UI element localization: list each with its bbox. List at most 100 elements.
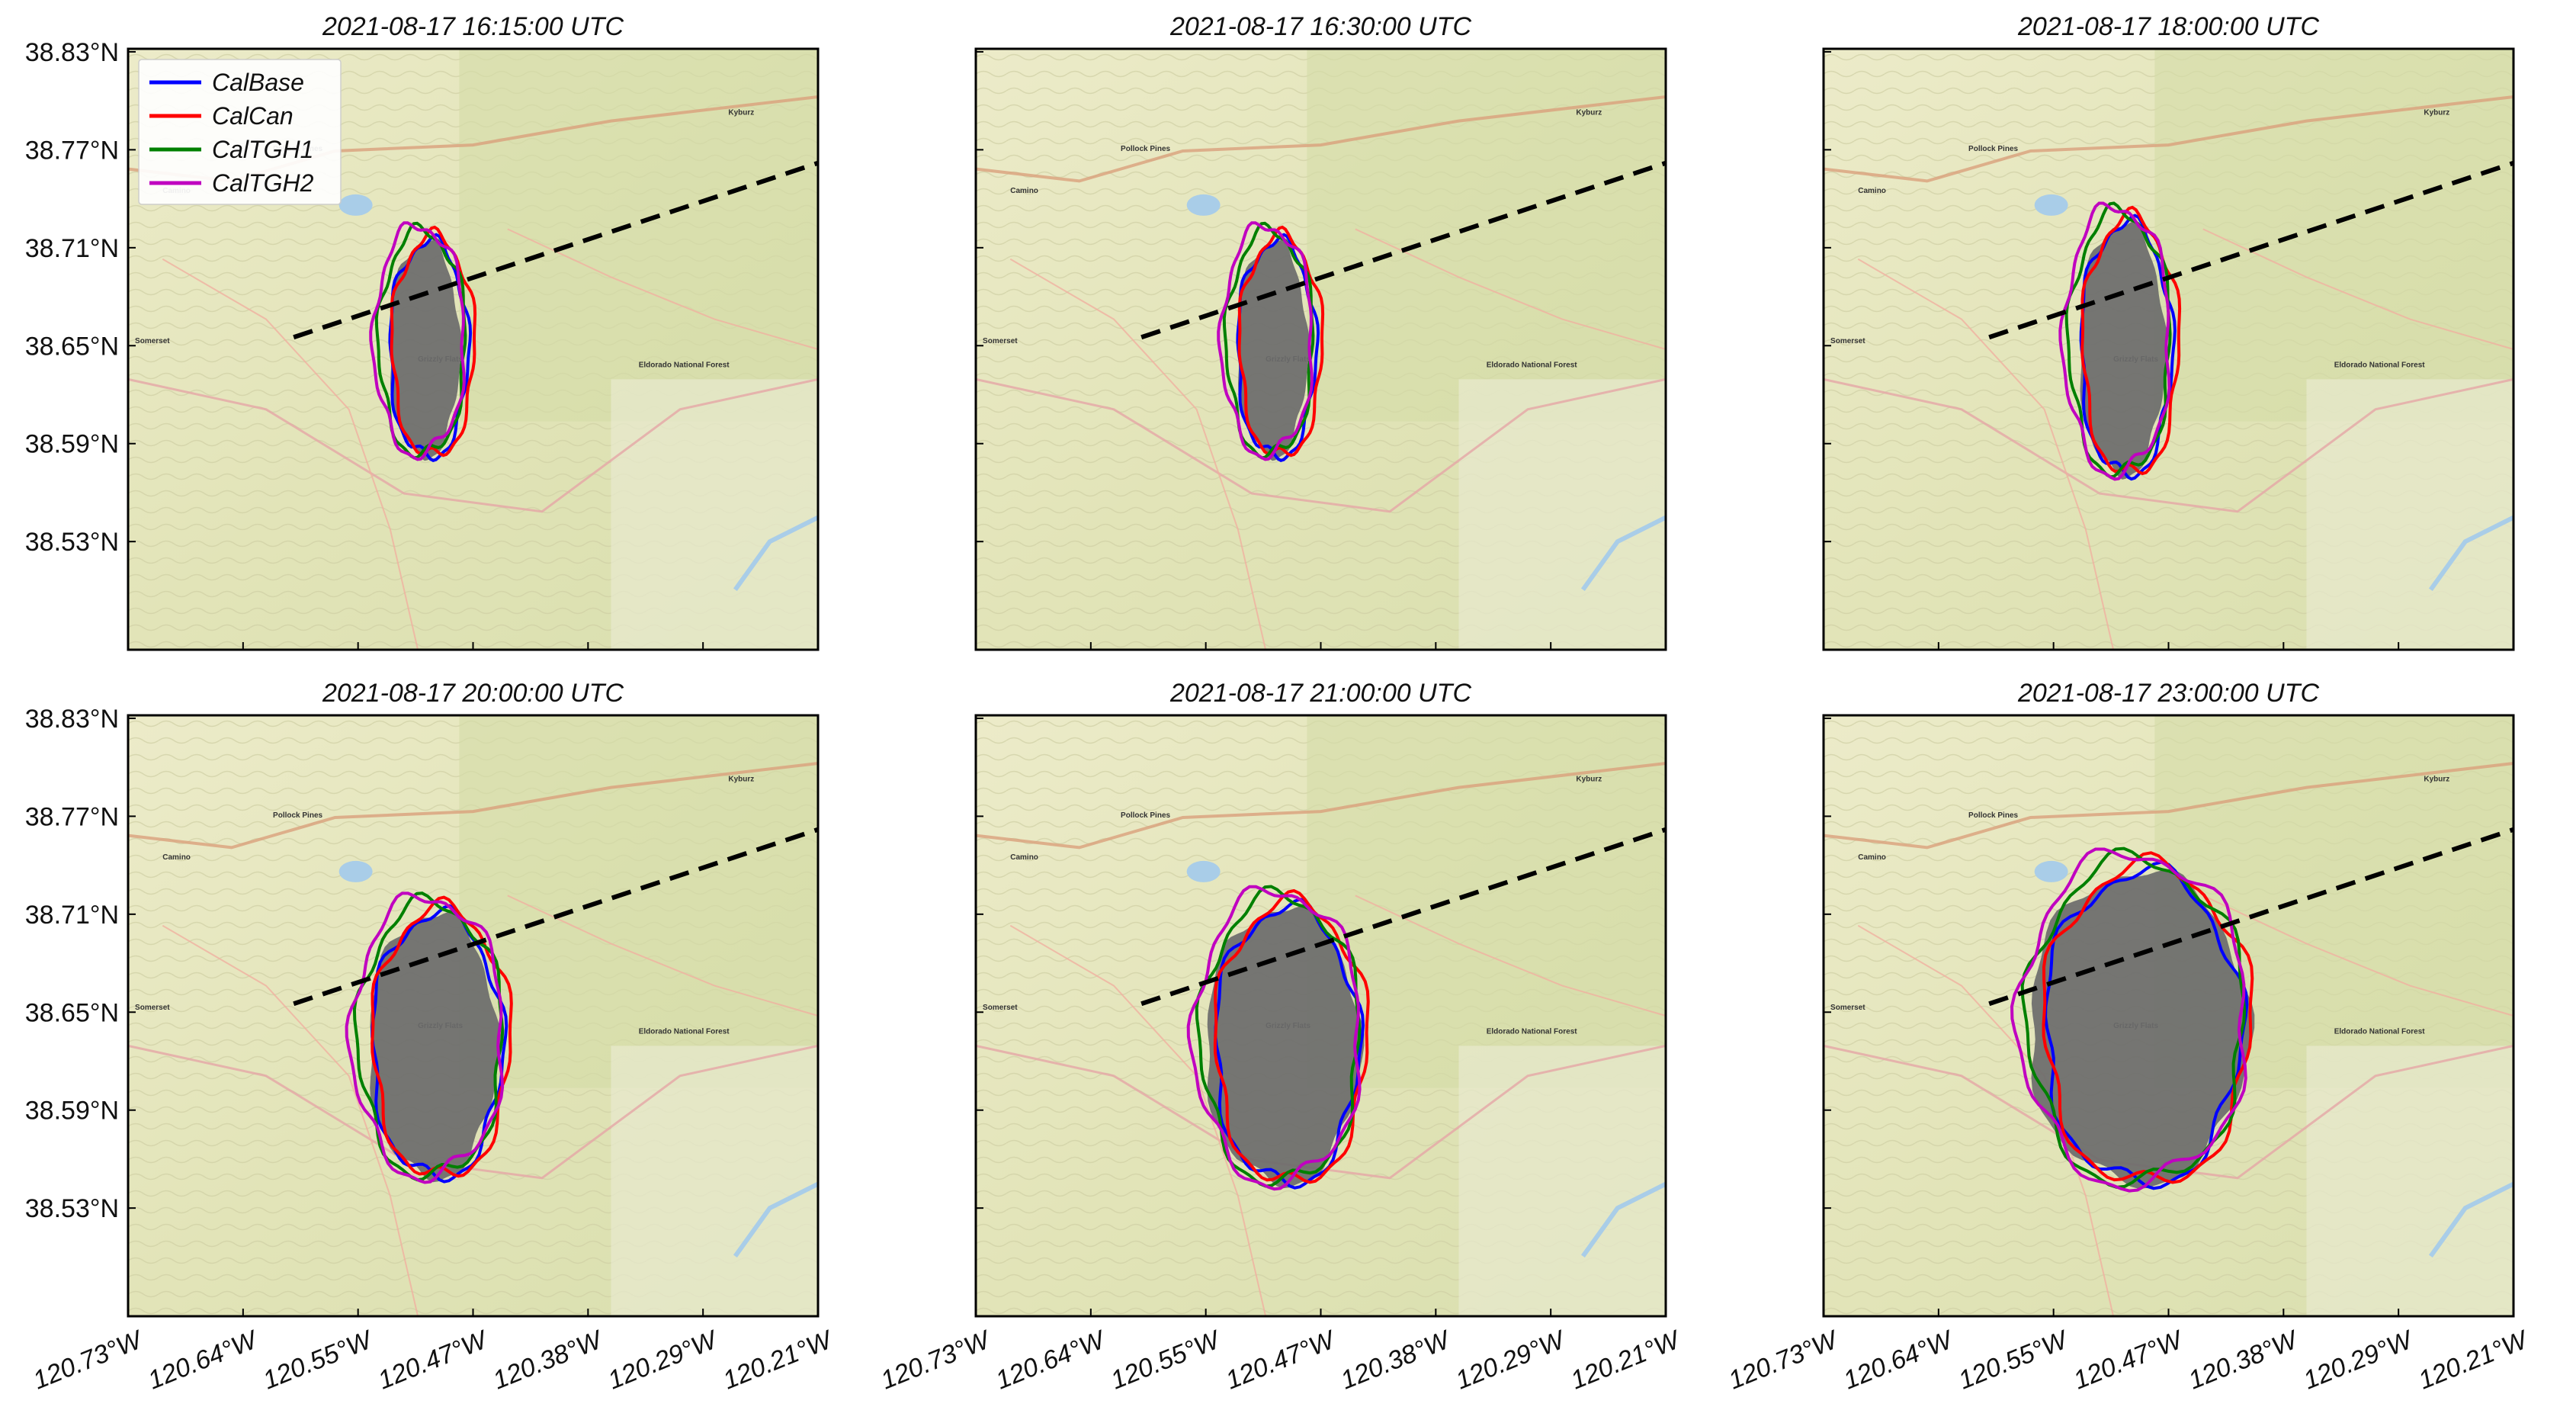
y-tick-label: 38.77°N (25, 802, 119, 831)
road (2202, 228, 2514, 350)
road (507, 228, 819, 350)
forest-boundary (1823, 377, 2514, 513)
forest-boundary (975, 377, 1667, 513)
forest-boundary (127, 377, 819, 513)
road (1355, 895, 1667, 1017)
panel-title: 2021-08-17 18:00:00 UTC (2017, 12, 2319, 41)
x-tick-label: 120.64°W (1840, 1325, 1958, 1395)
x-tick-label: 120.29°W (604, 1325, 723, 1395)
reservoir (1186, 860, 1221, 882)
x-tick-label: 120.29°W (2299, 1325, 2418, 1395)
perimeter-caltgh2 (345, 891, 505, 1184)
forest-area (611, 1046, 818, 1316)
legend-label-calcan: CalCan (212, 102, 294, 130)
y-tick-label: 38.65°N (25, 332, 119, 361)
map-label-eldorado-forest: Eldorado National Forest (639, 361, 730, 370)
perimeter-caltgh1 (1195, 885, 1362, 1188)
y-tick-label: 38.59°N (25, 1097, 119, 1126)
road (1009, 258, 1267, 650)
road (1355, 228, 1667, 350)
perimeter-caltgh2 (369, 221, 466, 461)
legend-label-calbase: CalBase (212, 69, 304, 96)
panel-title: 2021-08-17 16:15:00 UTC (322, 12, 624, 41)
forest-area (611, 379, 818, 650)
perimeter-calcan (1213, 888, 1370, 1184)
forest-area (2306, 379, 2513, 650)
x-tick-label: 120.21°W (2414, 1325, 2533, 1395)
cross-section-line (1988, 160, 2514, 340)
highway (1823, 95, 2514, 183)
cross-section-line (1140, 160, 1667, 340)
perimeter-caltgh1 (352, 891, 505, 1182)
cross-section-line (1140, 827, 1667, 1007)
x-tick-label: 120.38°W (1336, 1325, 1455, 1395)
x-tick-label: 120.47°W (1221, 1325, 1340, 1395)
x-tick-label: 120.21°W (1567, 1325, 1686, 1395)
highway (975, 95, 1667, 183)
perimeter-calcan (371, 895, 513, 1178)
x-tick-label: 120.73°W (29, 1325, 148, 1395)
y-tick-label: 38.83°N (25, 705, 119, 734)
panel-title: 2021-08-17 23:00:00 UTC (2017, 679, 2319, 708)
x-tick-label: 120.47°W (2069, 1325, 2188, 1395)
observed-fire-area (1207, 905, 1365, 1189)
y-tick-label: 38.53°N (25, 1194, 119, 1223)
map-label-somerset: Somerset (135, 337, 170, 345)
map-label-camino: Camino (1858, 187, 1886, 195)
map-label-eldorado-forest: Eldorado National Forest (2334, 1028, 2426, 1036)
highway (127, 762, 819, 850)
x-tick-label: 120.29°W (1452, 1325, 1570, 1395)
map-label-pollock-pines: Pollock Pines (1968, 811, 2018, 820)
y-tick-label: 38.77°N (25, 136, 119, 165)
perimeter-caltgh2 (1217, 221, 1314, 461)
panel-title: 2021-08-17 21:00:00 UTC (1169, 679, 1471, 708)
x-tick-label: 120.21°W (719, 1325, 838, 1395)
perimeter-caltgh1 (2064, 201, 2172, 479)
observed-fire-area (1238, 239, 1310, 461)
forest-area (1458, 379, 1666, 650)
forest-area (2306, 1046, 2513, 1316)
cross-section-line (293, 160, 819, 340)
map-label-pollock-pines: Pollock Pines (1121, 145, 1170, 153)
y-tick-label: 38.83°N (25, 38, 119, 67)
perimeter-caltgh1 (374, 221, 467, 460)
x-tick-label: 120.38°W (489, 1325, 608, 1395)
map-label-kyburz: Kyburz (2424, 776, 2449, 784)
map-label-camino: Camino (1010, 187, 1038, 195)
forest-area (1458, 1046, 1666, 1316)
reservoir (2034, 194, 2068, 216)
x-tick-label: 120.64°W (144, 1325, 263, 1395)
y-tick-label: 38.71°N (25, 234, 119, 263)
x-tick-label: 120.38°W (2184, 1325, 2303, 1395)
river (2428, 515, 2515, 591)
road (162, 258, 419, 650)
map-label-kyburz: Kyburz (2424, 109, 2449, 117)
legend: CalBase CalCan CalTGH1 CalTGH2 (138, 59, 342, 205)
map-label-eldorado-forest: Eldorado National Forest (1487, 1028, 1578, 1036)
reservoir (2034, 860, 2068, 882)
reservoir (338, 860, 373, 882)
y-tick-label: 38.53°N (25, 528, 119, 557)
x-tick-label: 120.55°W (1955, 1325, 2074, 1395)
perimeter-caltgh1 (2020, 846, 2247, 1189)
map-label-kyburz: Kyburz (728, 109, 754, 117)
map-label-eldorado-forest: Eldorado National Forest (2334, 361, 2426, 370)
map-label-somerset: Somerset (1830, 1004, 1865, 1012)
forest-boundary (127, 1044, 819, 1180)
cross-section-line (293, 827, 819, 1007)
map-label-kyburz: Kyburz (1576, 776, 1602, 784)
reservoir (1186, 194, 1221, 216)
legend-box (138, 59, 342, 205)
map-label-eldorado-forest: Eldorado National Forest (639, 1028, 730, 1036)
perimeter-caltgh2 (1186, 885, 1362, 1191)
river (2428, 1181, 2515, 1258)
map-label-camino: Camino (162, 853, 191, 862)
observed-fire-area (370, 911, 501, 1183)
map-label-somerset: Somerset (983, 1004, 1018, 1012)
